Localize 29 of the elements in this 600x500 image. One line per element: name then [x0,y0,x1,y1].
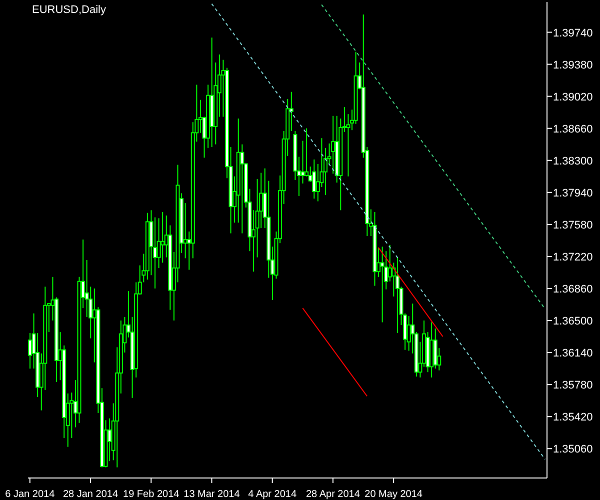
x-tick-label: 6 Jan 2014 [5,489,56,500]
x-tick-label: 28 Jan 2014 [62,489,118,500]
x-tick-label: 13 Mar 2014 [184,489,240,500]
y-tick-label: 1.39740 [553,27,593,40]
candlestick [240,144,244,234]
y-tick-label: 1.39380 [553,59,593,72]
y-tick-label: 1.37220 [553,251,593,264]
y-tick-label: 1.36140 [553,348,593,360]
y-tick-label: 1.38300 [553,155,593,168]
candlestick [380,246,384,323]
candlestick [312,158,316,200]
y-tick-label: 1.36500 [553,316,593,328]
y-tick-label: 1.35420 [553,412,593,424]
x-tick-label: 20 May 2014 [364,489,423,500]
candlestick [395,256,400,334]
y-tick-label: 1.35060 [553,444,593,456]
y-tick-label: 1.35780 [553,380,593,392]
y-tick-label: 1.38660 [553,123,593,136]
candlestick [331,115,336,174]
x-tick-label: 28 Apr 2014 [306,489,360,500]
candlestick [160,211,165,264]
y-tick-label: 1.37580 [553,219,593,232]
x-tick-label: 19 Feb 2014 [123,489,180,500]
y-tick-label: 1.37940 [553,187,593,200]
x-tick-label: 4 Apr 2014 [248,489,297,500]
y-tick-label: 1.39020 [553,91,593,104]
candlestick [300,140,305,184]
chart-title: EURUSD,Daily [32,4,106,16]
y-tick-label: 1.36860 [553,283,593,296]
